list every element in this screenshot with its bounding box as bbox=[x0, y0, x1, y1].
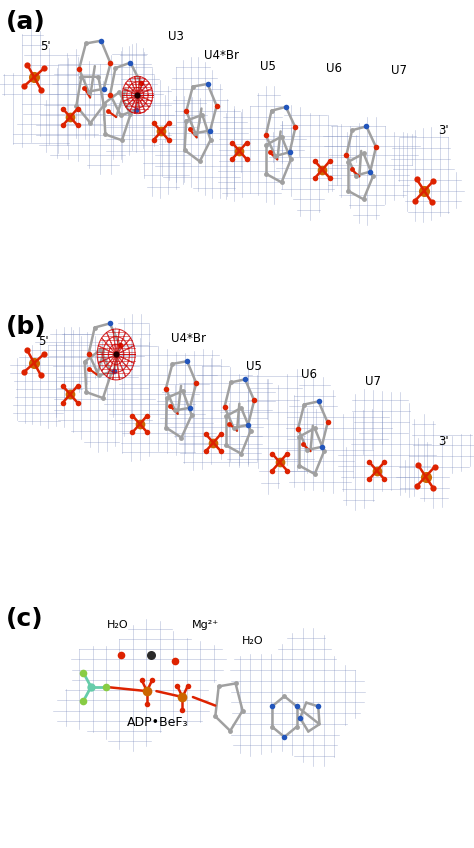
Text: U5: U5 bbox=[260, 60, 275, 74]
Text: U6: U6 bbox=[326, 62, 342, 75]
Text: ADP•BeF₃: ADP•BeF₃ bbox=[127, 716, 189, 729]
Text: U5: U5 bbox=[246, 360, 262, 373]
Text: U4*Br: U4*Br bbox=[204, 49, 239, 63]
Text: Mg²⁺: Mg²⁺ bbox=[192, 620, 219, 630]
Text: (c): (c) bbox=[6, 607, 43, 631]
Text: U6: U6 bbox=[301, 368, 317, 382]
Text: U4*Br: U4*Br bbox=[171, 332, 206, 345]
Text: U7: U7 bbox=[365, 375, 381, 388]
Text: (b): (b) bbox=[6, 315, 46, 339]
Text: U7: U7 bbox=[391, 64, 407, 77]
Text: 5': 5' bbox=[40, 40, 51, 53]
Text: H₂O: H₂O bbox=[242, 636, 264, 646]
Text: 3': 3' bbox=[438, 435, 449, 449]
Text: 5': 5' bbox=[38, 335, 48, 349]
Text: (a): (a) bbox=[6, 10, 46, 34]
Text: H₂O: H₂O bbox=[107, 620, 128, 630]
Text: U3: U3 bbox=[168, 30, 184, 43]
Text: 3': 3' bbox=[438, 124, 449, 137]
